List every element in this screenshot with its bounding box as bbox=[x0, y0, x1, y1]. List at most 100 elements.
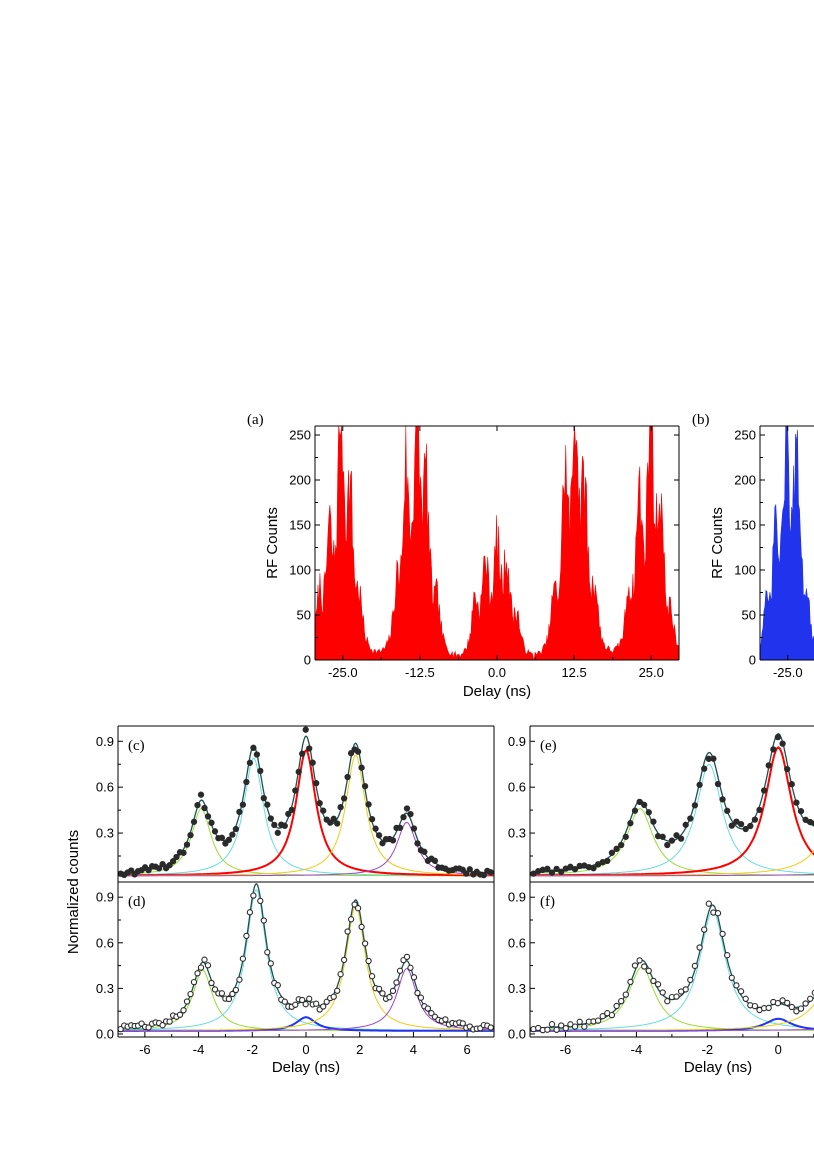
data-point bbox=[627, 820, 634, 827]
data-point bbox=[316, 800, 323, 807]
data-point bbox=[714, 780, 722, 788]
data-point bbox=[779, 997, 786, 1004]
data-point bbox=[320, 807, 327, 814]
data-point bbox=[197, 791, 205, 798]
data-point bbox=[264, 801, 271, 808]
data-point bbox=[340, 795, 348, 802]
data-point bbox=[337, 804, 344, 811]
data-point bbox=[576, 1018, 583, 1025]
data-point bbox=[562, 1025, 569, 1032]
data-point bbox=[613, 845, 620, 852]
panel-label: (f) bbox=[540, 894, 555, 910]
data-point bbox=[358, 923, 365, 931]
data-point bbox=[211, 828, 219, 835]
data-point bbox=[581, 1023, 588, 1030]
data-point bbox=[368, 973, 376, 980]
data-point bbox=[784, 765, 791, 773]
data-point bbox=[183, 841, 191, 848]
data-point bbox=[201, 804, 208, 812]
data-point bbox=[410, 974, 418, 981]
y-tick-label: 0.6 bbox=[96, 935, 114, 950]
data-point bbox=[701, 765, 708, 772]
x-axis-label: Delay (ns) bbox=[684, 1059, 752, 1076]
data-point bbox=[733, 982, 740, 989]
panel-label: (b) bbox=[692, 412, 710, 428]
y-tick-label: 0.6 bbox=[96, 780, 114, 795]
y-tick-label: 0 bbox=[304, 653, 311, 668]
data-point bbox=[218, 990, 226, 997]
data-point bbox=[636, 798, 643, 806]
data-point bbox=[396, 824, 404, 831]
x-tick-label: -6 bbox=[139, 1042, 151, 1057]
histogram-area bbox=[315, 426, 679, 660]
data-point bbox=[414, 989, 421, 997]
data-point bbox=[239, 801, 247, 808]
data-point bbox=[354, 905, 362, 912]
data-point bbox=[250, 892, 257, 899]
panel-label: (c) bbox=[128, 738, 145, 754]
data-point bbox=[264, 949, 271, 956]
data-point bbox=[668, 837, 676, 844]
y-tick-label: 200 bbox=[289, 473, 311, 488]
data-point bbox=[313, 779, 320, 787]
data-point bbox=[299, 996, 306, 1004]
data-point bbox=[389, 837, 397, 844]
data-point bbox=[302, 726, 309, 733]
data-point bbox=[737, 820, 745, 828]
y-tick-label: 100 bbox=[289, 563, 311, 578]
panel-d: 0.0 0.3 0.6 0.9 -6 -4 -2 0 2 4 6 (d) Delay (ns) bbox=[96, 881, 495, 1076]
x-tick-label: 0 bbox=[775, 1042, 782, 1057]
data-point bbox=[145, 1024, 152, 1031]
fit-component-curve bbox=[530, 1028, 814, 1032]
data-point bbox=[677, 835, 685, 842]
data-point bbox=[770, 746, 777, 753]
data-point bbox=[774, 733, 782, 741]
data-point bbox=[379, 840, 386, 847]
data-point bbox=[166, 1018, 173, 1025]
y-tick-label: 0.3 bbox=[508, 981, 526, 996]
data-point bbox=[208, 979, 215, 987]
data-point bbox=[673, 993, 680, 1000]
data-point bbox=[428, 1010, 435, 1017]
data-point bbox=[691, 802, 699, 809]
data-point bbox=[253, 751, 261, 758]
x-tick-label: -25.0 bbox=[773, 665, 803, 680]
data-point bbox=[180, 849, 187, 856]
data-point bbox=[650, 977, 657, 985]
data-point bbox=[267, 960, 274, 967]
panel-a: 0 50 100 150 200 250 -25.0 -12.5 0.0 12.5 25.0 (a) R… bbox=[247, 412, 680, 700]
data-point bbox=[204, 813, 212, 820]
data-point bbox=[641, 801, 648, 809]
y-axis-label: RF Counts bbox=[709, 507, 726, 579]
x-tick-label: 0.0 bbox=[488, 665, 506, 680]
data-point bbox=[673, 832, 680, 839]
x-tick-label: -2 bbox=[247, 1042, 259, 1057]
panel-e: 0.3 0.6 0.9 (e) bbox=[508, 725, 814, 883]
data-point bbox=[728, 974, 735, 981]
y-tick-label: 250 bbox=[734, 428, 756, 443]
data-point bbox=[159, 1022, 166, 1029]
data-point bbox=[204, 962, 212, 969]
data-point bbox=[194, 970, 201, 977]
data-point bbox=[807, 995, 814, 1002]
data-point bbox=[463, 870, 470, 877]
data-point bbox=[306, 745, 313, 752]
data-point bbox=[407, 964, 414, 971]
data-point bbox=[250, 744, 257, 751]
data-point bbox=[742, 825, 749, 833]
data-point bbox=[553, 1026, 560, 1033]
y-tick-label: 0.6 bbox=[508, 780, 526, 795]
data-point bbox=[424, 1005, 432, 1012]
data-point bbox=[747, 822, 754, 830]
data-point bbox=[208, 819, 215, 826]
data-point bbox=[719, 930, 726, 938]
y-tick-label: 200 bbox=[734, 473, 756, 488]
data-point bbox=[145, 867, 152, 874]
data-point bbox=[654, 981, 662, 988]
data-point bbox=[236, 976, 243, 983]
data-point bbox=[687, 976, 694, 984]
data-point bbox=[340, 956, 348, 964]
data-point bbox=[459, 866, 466, 873]
data-point bbox=[480, 871, 487, 879]
